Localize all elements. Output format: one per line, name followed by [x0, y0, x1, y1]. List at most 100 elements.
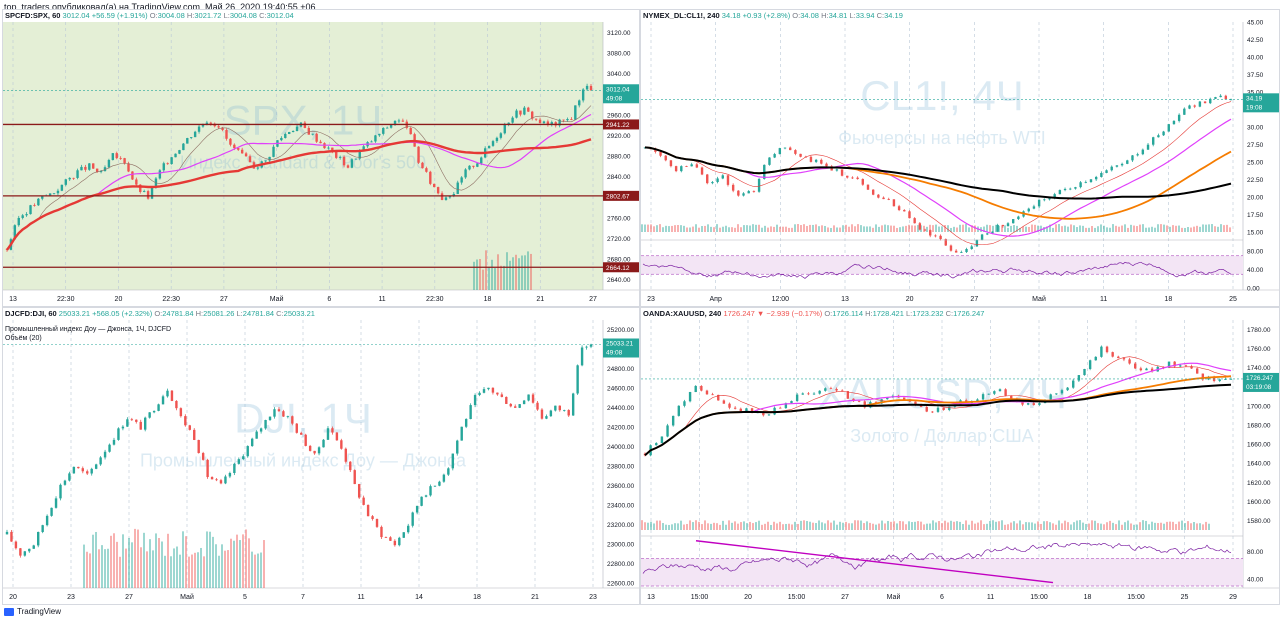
volume-bar	[971, 520, 973, 530]
price-axis-tick: 1780.00	[1247, 327, 1271, 334]
volume-bar	[1043, 227, 1045, 232]
time-axis-tick: 15:00	[691, 594, 709, 601]
candle-body	[178, 150, 181, 154]
volume-bar	[1052, 523, 1054, 530]
candle-body	[48, 193, 52, 196]
volume-bar	[809, 521, 811, 530]
candle-body	[1201, 373, 1205, 380]
volume-bar	[893, 521, 895, 530]
candle-body	[522, 400, 526, 405]
time-axis-tick: 20	[744, 594, 752, 601]
candle-body	[711, 182, 714, 184]
volume-bar	[1223, 225, 1225, 232]
volume-bar	[1109, 227, 1111, 232]
volume-bar	[1019, 520, 1021, 530]
candle-body	[840, 169, 844, 176]
volume-bar	[1175, 524, 1177, 530]
price-axis-tick: 2880.00	[607, 154, 631, 161]
volume-bar	[1079, 520, 1081, 530]
watermark-description: Индекс Standard & Poor's 500	[180, 153, 426, 173]
candle-body	[407, 525, 410, 533]
volume-bar	[830, 522, 832, 530]
candle-body	[1141, 149, 1145, 155]
volume-bar	[101, 545, 103, 588]
volume-bar	[764, 523, 766, 530]
volume-bar	[1178, 521, 1180, 530]
candle-body	[1152, 137, 1155, 145]
chart-panel-dji[interactable]: DJCFD:DJI, 60 25033.21 +568.05 (+2.32%) …	[2, 307, 640, 605]
candle-body	[206, 459, 209, 478]
candle-body	[925, 406, 928, 412]
volume-bar	[839, 227, 841, 232]
dji-chart[interactable]: 20 23 27 Май 5 7 11 14 18 21 23 25200.00 24800.00 246…	[3, 308, 639, 604]
volume-bar	[845, 521, 847, 530]
footer[interactable]: TradingView	[4, 607, 61, 616]
candle-body	[1021, 401, 1024, 405]
volume-bar	[1085, 523, 1087, 530]
volume-bar	[710, 523, 712, 530]
volume-bar	[896, 227, 898, 232]
volume-bar	[236, 534, 238, 588]
candle-body	[190, 137, 193, 139]
time-axis-tick: 22:30	[57, 296, 75, 303]
volume-bar	[878, 226, 880, 232]
candle-body	[531, 394, 535, 403]
candle-body	[1195, 368, 1199, 374]
candle-body	[1203, 101, 1207, 104]
candle-body	[425, 168, 428, 172]
candle-body	[398, 537, 401, 546]
candle-body	[886, 397, 889, 400]
candle-body	[1162, 366, 1165, 368]
xau-chart[interactable]: 13 15:00 20 15:00 27 Май 6 11 15:00 18 15:00 25 29 17…	[641, 308, 1279, 604]
candle-body	[1063, 188, 1067, 191]
volume-bar	[836, 227, 838, 232]
candle-body	[589, 85, 593, 91]
ma-red	[6, 138, 592, 251]
chart-panel-cl1[interactable]: NYMEX_DL:CL1!, 240 34.18 +0.93 (+2.8%) O…	[640, 9, 1280, 307]
volume-bar	[956, 227, 958, 232]
volume-bar	[1145, 520, 1147, 530]
volume-bar	[647, 224, 649, 232]
candle-body	[581, 89, 585, 101]
candle-body	[976, 399, 979, 402]
candle-body	[789, 147, 792, 151]
price-axis-tick: 37.50	[1247, 72, 1264, 79]
volume-bar	[917, 521, 919, 530]
candle-body	[152, 410, 156, 413]
volume-bar	[1217, 226, 1219, 232]
volume-bar	[941, 226, 943, 232]
price-axis-tick: 1700.00	[1247, 403, 1271, 410]
price-axis-tick: 23000.00	[607, 542, 634, 549]
spx-chart[interactable]: 13 22:30 20 22:30 27 Май 6 11 22:30 18 21 27 3120.00…	[3, 10, 639, 306]
candle-body	[384, 537, 388, 538]
candle-body	[1032, 206, 1036, 209]
candle-body	[1089, 179, 1093, 183]
volume-bar	[926, 226, 928, 232]
candle-body	[468, 165, 471, 170]
volume-bar	[530, 253, 532, 290]
candle-body	[851, 177, 854, 179]
chart-panel-spx[interactable]: SPCFD:SPX, 60 3012.04 +56.59 (+1.91%) O:…	[2, 9, 640, 307]
time-axis-tick: 18	[1084, 594, 1092, 601]
candle-body	[1077, 375, 1081, 381]
candle-body	[80, 166, 83, 171]
candle-body	[344, 448, 348, 462]
candle-body	[353, 470, 356, 485]
candle-body	[913, 218, 916, 224]
volume-bar	[197, 552, 199, 588]
candle-body	[527, 107, 530, 112]
candle-body	[1060, 390, 1064, 394]
candle-body	[350, 159, 354, 168]
chart-panel-xau[interactable]: OANDA:XAUUSD, 240 1726.247 ▼ −2.939 (−0.…	[640, 307, 1280, 605]
watermark-symbol: CL1!, 4Ч	[860, 72, 1023, 119]
price-axis-tick: 45.00	[1247, 20, 1264, 27]
candle-body	[742, 193, 745, 196]
candle-body	[273, 409, 276, 417]
volume-bar	[134, 528, 136, 588]
candle-body	[233, 144, 236, 149]
volume-bar	[1076, 227, 1078, 232]
volume-bar	[668, 524, 670, 530]
candle-body	[948, 406, 951, 410]
cl1-chart[interactable]: 23 Апр 12:00 13 20 27 Май 11 18 25 45.00 42.50 40.00…	[641, 10, 1279, 306]
watermark-symbol: SPX, 1Ч	[224, 97, 383, 144]
